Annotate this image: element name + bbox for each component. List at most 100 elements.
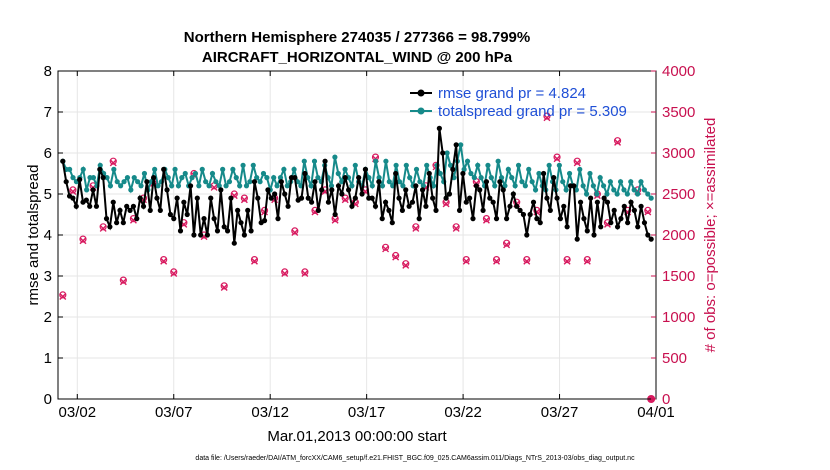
- rmse-point: [537, 220, 543, 226]
- rmse-point: [467, 195, 473, 201]
- totalspread-point: [264, 175, 270, 181]
- rmse-point: [124, 203, 130, 209]
- rmse-point: [352, 195, 358, 201]
- obs-assimilated-marker: [69, 188, 77, 196]
- rmse-point: [584, 228, 590, 234]
- totalspread-point: [376, 175, 382, 181]
- totalspread-point: [366, 175, 372, 181]
- obs-possible-marker: [109, 157, 117, 165]
- totalspread-point: [566, 170, 573, 177]
- rmse-point: [214, 228, 221, 234]
- obs-assimilated-stroke: [614, 138, 622, 146]
- rmse-point: [460, 170, 466, 177]
- rmse-point: [625, 220, 631, 226]
- obs-assimilated-stroke: [59, 293, 67, 300]
- y-left-tick-label: 1: [44, 350, 52, 367]
- obs-assimilated-marker: [412, 224, 420, 232]
- obs-assimilated-stroke: [563, 257, 571, 265]
- rmse-point: [564, 224, 570, 230]
- totalspread-point: [634, 191, 641, 197]
- totalspread-point: [458, 142, 464, 148]
- totalspread-point: [243, 183, 250, 189]
- obs-possible-marker: [503, 239, 511, 247]
- totalspread-point: [199, 166, 205, 172]
- rmse-point: [433, 207, 439, 213]
- rmse-point: [480, 207, 486, 213]
- totalspread-point: [420, 183, 426, 189]
- totalspread-point: [165, 175, 171, 181]
- totalspread-point: [631, 187, 637, 193]
- obs-assimilated-stroke: [382, 245, 390, 253]
- y-left-tick-label: 3: [44, 268, 52, 285]
- rmse-point: [470, 216, 476, 222]
- obs-assimilated-marker: [442, 200, 450, 208]
- totalspread-point: [505, 166, 511, 172]
- rmse-point: [544, 195, 550, 201]
- totalspread-point: [417, 179, 423, 185]
- rmse-point: [419, 187, 426, 193]
- totalspread-point: [495, 158, 501, 164]
- obs-assimilated-stroke: [341, 196, 349, 204]
- rmse-point: [107, 224, 113, 230]
- rmse-point: [312, 179, 318, 185]
- rmse-point: [614, 224, 621, 230]
- x-tick-label: 03/07: [155, 404, 193, 421]
- obs-assimilated-stroke: [503, 241, 511, 249]
- rmse-point: [238, 220, 244, 226]
- legend-rmse-marker: [417, 89, 425, 97]
- obs-assimilated-marker: [331, 216, 339, 224]
- totalspread-point: [373, 158, 379, 164]
- totalspread-point: [645, 191, 651, 197]
- totalspread-point: [580, 183, 586, 189]
- rmse-point: [154, 195, 160, 201]
- totalspread-point: [84, 187, 90, 193]
- y-right-tick-label: 1500: [662, 268, 695, 285]
- rmse-point: [177, 228, 184, 234]
- obs-possible-marker: [99, 223, 107, 231]
- obs-assimilated-stroke: [452, 224, 460, 232]
- chart-title-line1: Northern Hemisphere 274035 / 277366 = 98…: [184, 29, 530, 46]
- totalspread-point: [600, 183, 607, 189]
- obs-assimilated-stroke: [250, 257, 258, 265]
- totalspread-point: [468, 170, 474, 177]
- x-tick-label: 03/12: [251, 404, 289, 421]
- rmse-point: [325, 199, 332, 205]
- rmse-point: [409, 199, 416, 205]
- rmse-point: [255, 195, 261, 201]
- rmse-point: [450, 166, 456, 172]
- obs-assimilated-marker: [119, 278, 127, 286]
- totalspread-point: [203, 179, 209, 185]
- obs-possible-marker: [543, 112, 551, 120]
- rmse-point: [641, 220, 648, 226]
- obs-assimilated-marker: [503, 241, 511, 249]
- rmse-point: [103, 216, 110, 222]
- obs-assimilated-stroke: [170, 270, 178, 278]
- rmse-point: [60, 158, 66, 164]
- rmse-point: [278, 179, 284, 185]
- rmse-point: [648, 236, 654, 242]
- obs-assimilated-stroke: [160, 257, 168, 265]
- rmse-point: [440, 150, 446, 156]
- obs-possible-marker: [341, 194, 349, 202]
- rmse-point: [403, 187, 409, 193]
- totalspread-point: [169, 183, 175, 189]
- totalspread-point: [648, 195, 654, 201]
- rmse-point: [493, 216, 500, 222]
- rmse-point: [601, 195, 607, 201]
- totalspread-point: [369, 183, 375, 189]
- totalspread-point: [141, 170, 148, 177]
- totalspread-point: [349, 183, 355, 189]
- obs-assimilated-marker: [553, 155, 561, 163]
- totalspread-point: [311, 158, 318, 164]
- totalspread-point: [352, 162, 358, 168]
- totalspread-point: [471, 175, 477, 181]
- obs-assimilated-marker: [99, 224, 107, 232]
- obs-possible-marker: [119, 276, 127, 284]
- totalspread-point: [526, 166, 532, 172]
- totalspread-point: [254, 175, 260, 181]
- totalspread-point: [70, 175, 76, 181]
- totalspread-point: [383, 158, 389, 164]
- totalspread-point: [519, 179, 525, 185]
- totalspread-point: [111, 166, 117, 172]
- rmse-point: [510, 191, 516, 197]
